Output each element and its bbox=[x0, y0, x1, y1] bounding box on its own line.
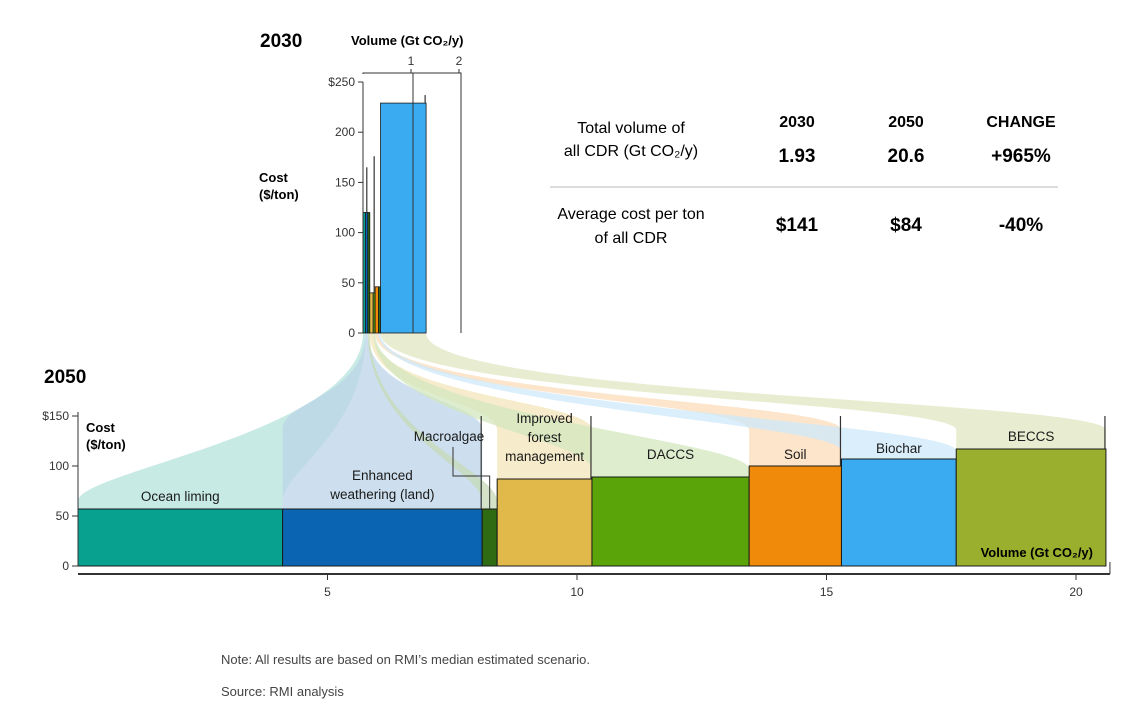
macroalgae-leader-line bbox=[452, 447, 491, 509]
x-tick-label-2050: 5 bbox=[324, 585, 331, 599]
flow-enhanced-weathering-land bbox=[282, 333, 483, 566]
y-tick-label-2050: 0 bbox=[62, 559, 69, 573]
x-tick-label-2050: 10 bbox=[570, 585, 584, 599]
bar-label-biochar: Biochar bbox=[876, 441, 922, 456]
volume-axis-label-2050: Volume (Gt CO₂/y) bbox=[981, 545, 1093, 560]
source-note: Source: RMI analysis bbox=[221, 684, 344, 699]
row2-change: -40% bbox=[999, 215, 1043, 236]
y-tick-label-2030: 200 bbox=[335, 125, 355, 139]
bar-label-improved-forest-management: Improved forest management bbox=[505, 411, 584, 464]
row2-value-2050: $84 bbox=[890, 215, 922, 236]
volume-axis-label-2030: Volume (Gt CO₂/y) bbox=[351, 33, 463, 48]
row1-value-2050: 20.6 bbox=[888, 146, 925, 167]
bar-label-enhanced-weathering-land: Enhanced weathering (land) bbox=[329, 468, 434, 502]
chart-title-2050: 2050 bbox=[44, 367, 86, 388]
x-tick-label-2050: 15 bbox=[820, 585, 834, 599]
x-tick-label-2030: 2 bbox=[456, 54, 463, 68]
bar-2050-macroalgae bbox=[481, 508, 498, 567]
row1-value-2030: 1.93 bbox=[779, 146, 816, 167]
bar-label-daccs: DACCS bbox=[647, 447, 694, 462]
bar-2030-soil bbox=[374, 286, 379, 334]
bar-label-macroalgae: Macroalgae bbox=[414, 429, 485, 444]
header-change: CHANGE bbox=[986, 114, 1056, 131]
row1-label-line1: Total volume of bbox=[577, 120, 685, 137]
y-tick-label-2030: 150 bbox=[335, 175, 355, 189]
bar-2030-macroalgae bbox=[367, 212, 371, 334]
y-tick-label-2030: 100 bbox=[335, 226, 355, 240]
x-tick-label-2050: 20 bbox=[1069, 585, 1083, 599]
bars-2050 bbox=[77, 416, 1107, 567]
bar-labels-2050: Ocean liming Enhanced weathering (land) Mac… bbox=[141, 411, 1054, 509]
y-tick-label-2030: 50 bbox=[342, 276, 356, 290]
bar-2050-soil bbox=[748, 465, 842, 567]
y-tick-label-2050: $150 bbox=[42, 409, 69, 423]
flow-ocean-liming bbox=[78, 333, 366, 566]
bar-2030-beccs bbox=[380, 102, 427, 334]
axes: $250 200 150 100 50 0 1 2 $150 100 50 0 5 10 15 20 bbox=[42, 54, 1111, 599]
cost-axis-label-2050: Cost ($/ton) bbox=[86, 420, 126, 452]
y-tick-label-2030: $250 bbox=[328, 75, 355, 89]
bar-label-beccs: BECCS bbox=[1008, 429, 1055, 444]
cost-axis-label-2030: Cost ($/ton) bbox=[259, 170, 299, 202]
y-tick-label-2050: 100 bbox=[49, 459, 69, 473]
row1-label-line2: all CDR (Gt CO₂/y) bbox=[564, 143, 698, 160]
footnote: Note: All results are based on RMI’s med… bbox=[221, 652, 590, 667]
header-2030: 2030 bbox=[779, 114, 815, 131]
flow-biochar bbox=[378, 333, 957, 566]
y-tick-label-2030: 0 bbox=[348, 326, 355, 340]
x-tick-label-2030: 1 bbox=[408, 54, 415, 68]
chart-title-2030: 2030 bbox=[260, 31, 302, 52]
bar-2050-biochar bbox=[840, 458, 957, 567]
volume-axis-2030 bbox=[362, 72, 462, 333]
bar-2050-improved-forest-management bbox=[496, 478, 593, 567]
row1-change: +965% bbox=[991, 146, 1051, 167]
bar-label-soil: Soil bbox=[784, 447, 807, 462]
bar-label-ocean-liming: Ocean liming bbox=[141, 489, 220, 504]
bar-2050-ocean-liming bbox=[77, 508, 284, 567]
row2-label-line2: of all CDR bbox=[595, 230, 668, 247]
bar-2050-enhanced-weathering-land bbox=[282, 508, 483, 567]
header-2050: 2050 bbox=[888, 114, 924, 131]
summary-table: 2030 2050 CHANGE Total volume of all CDR… bbox=[550, 114, 1058, 247]
row2-label-line1: Average cost per ton bbox=[557, 206, 704, 223]
bars-2030 bbox=[362, 95, 427, 334]
bar-2050-daccs bbox=[591, 476, 750, 567]
y-tick-label-2050: 50 bbox=[56, 509, 70, 523]
bar-2030-improved-forest-management bbox=[369, 292, 374, 334]
row2-value-2030: $141 bbox=[776, 215, 819, 236]
bar-2050-beccs bbox=[955, 448, 1107, 567]
